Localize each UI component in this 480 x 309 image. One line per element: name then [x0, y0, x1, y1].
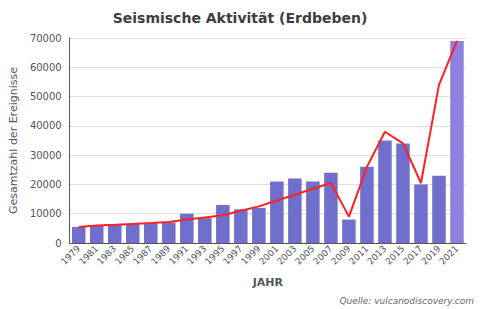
svg-text:1979: 1979	[59, 243, 82, 266]
svg-text:10000: 10000	[30, 208, 62, 219]
svg-text:2015: 2015	[383, 243, 406, 266]
svg-text:2021: 2021	[437, 243, 460, 266]
svg-text:Seismische Aktivität (Erdbeben: Seismische Aktivität (Erdbeben)	[113, 10, 368, 26]
svg-text:1999: 1999	[239, 243, 262, 266]
svg-text:1981: 1981	[77, 243, 100, 266]
svg-text:1991: 1991	[167, 243, 190, 266]
svg-text:0: 0	[55, 238, 61, 249]
svg-text:JAHR: JAHR	[252, 276, 284, 289]
svg-text:1995: 1995	[203, 243, 226, 266]
svg-text:20000: 20000	[30, 179, 62, 190]
svg-text:2011: 2011	[347, 243, 370, 266]
svg-text:1989: 1989	[149, 243, 172, 266]
svg-text:Quelle: vulcanodiscovery.com: Quelle: vulcanodiscovery.com	[339, 296, 474, 306]
svg-text:2017: 2017	[401, 243, 424, 266]
svg-text:1983: 1983	[95, 243, 118, 266]
svg-text:1997: 1997	[221, 243, 244, 266]
svg-text:2001: 2001	[257, 243, 280, 266]
svg-text:2007: 2007	[311, 243, 334, 266]
svg-text:Gesamtzahl der Ereignisse: Gesamtzahl der Ereignisse	[7, 67, 20, 214]
svg-text:40000: 40000	[30, 120, 62, 131]
svg-text:60000: 60000	[30, 62, 62, 73]
svg-text:2013: 2013	[365, 243, 388, 266]
svg-text:50000: 50000	[30, 91, 62, 102]
svg-text:1987: 1987	[131, 243, 154, 266]
svg-text:2019: 2019	[419, 243, 442, 266]
svg-text:2003: 2003	[275, 243, 298, 266]
svg-text:70000: 70000	[30, 33, 62, 44]
svg-text:1985: 1985	[113, 243, 136, 266]
svg-text:30000: 30000	[30, 150, 62, 161]
svg-text:2009: 2009	[329, 243, 352, 266]
svg-text:1993: 1993	[185, 243, 208, 266]
svg-text:2005: 2005	[293, 243, 316, 266]
